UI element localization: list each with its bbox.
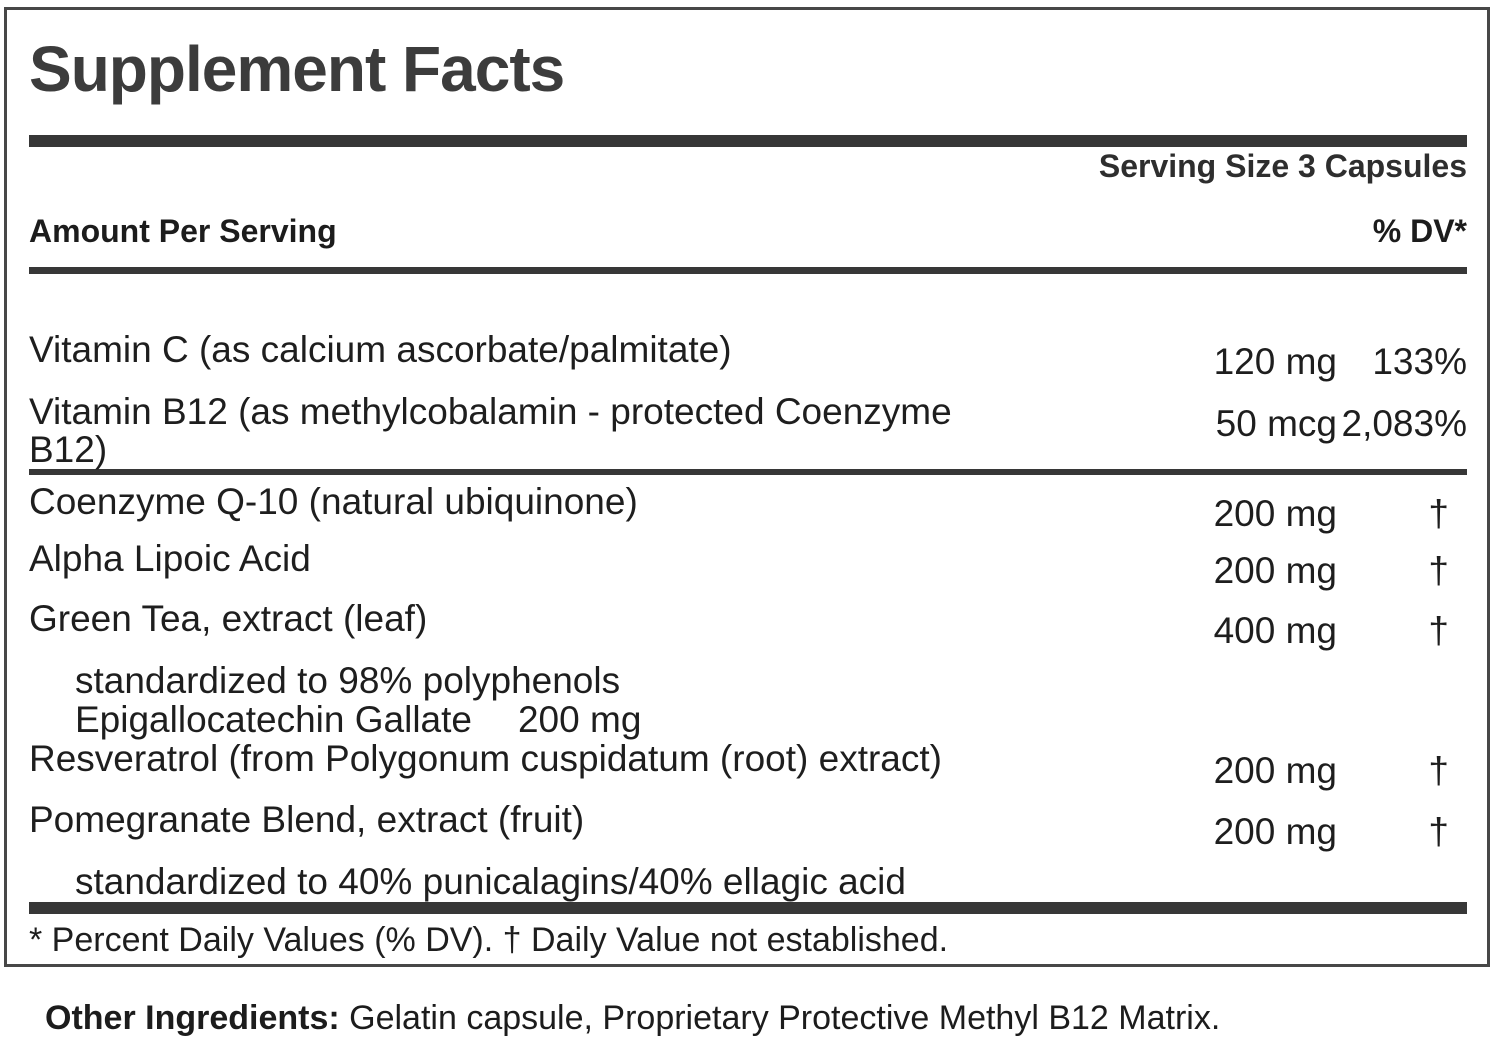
subrow-egcg: Epigallocatechin Gallate 200 mg xyxy=(29,701,1467,739)
ingredient-name: Alpha Lipoic Acid xyxy=(29,538,311,579)
table-row-pomegranate-blend: Pomegranate Blend, extract (fruit) 200 m… xyxy=(29,799,1467,851)
ingredient-amount: 50 mcg xyxy=(1215,403,1337,444)
other-ingredients-line: Other Ingredients: Gelatin capsule, Prop… xyxy=(45,998,1220,1038)
ingredient-dv-dagger: † xyxy=(1428,493,1449,534)
ingredient-dv: 2,083% xyxy=(1341,403,1468,444)
ingredient-amount: 400 mg xyxy=(1213,610,1337,651)
column-header-row: Amount Per Serving % DV* xyxy=(29,213,1467,249)
subrow-text: standardized to 98% polyphenols xyxy=(75,660,621,701)
page-title: Supplement Facts xyxy=(29,33,565,105)
other-ingredients-label: Other Ingredients: xyxy=(45,999,340,1037)
divider-after-vitamins xyxy=(29,469,1467,475)
ingredient-name: Green Tea, extract (leaf) xyxy=(29,598,428,639)
subrow-text: Epigallocatechin Gallate xyxy=(75,699,472,740)
table-row-coenzyme-q10: Coenzyme Q-10 (natural ubiquinone) 200 m… xyxy=(29,481,1467,533)
table-row-alpha-lipoic-acid: Alpha Lipoic Acid 200 mg † xyxy=(29,538,1467,590)
ingredient-amount: 200 mg xyxy=(1213,493,1337,534)
ingredient-name: Coenzyme Q-10 (natural ubiquinone) xyxy=(29,481,638,522)
supplement-facts-panel: Supplement Facts Serving Size 3 Capsules… xyxy=(4,7,1490,967)
subrow-green-tea-standardization: standardized to 98% polyphenols xyxy=(29,662,1467,700)
divider-below-headers xyxy=(29,267,1467,274)
subrow-amount: 200 mg xyxy=(517,699,642,740)
ingredient-amount: 200 mg xyxy=(1213,550,1337,591)
divider-below-title xyxy=(29,135,1467,147)
ingredient-name: Resveratrol (from Polygonum cuspidatum (… xyxy=(29,738,942,779)
table-row-vitamin-b12: Vitamin B12 (as methylcobalamin - protec… xyxy=(29,393,1467,469)
ingredient-name: Vitamin C (as calcium ascorbate/palmitat… xyxy=(29,329,732,370)
ingredient-amount: 200 mg xyxy=(1213,811,1337,852)
subrow-text: standardized to 40% punicalagins/40% ell… xyxy=(75,861,906,902)
ingredient-amount: 120 mg xyxy=(1213,341,1337,382)
table-row-green-tea: Green Tea, extract (leaf) 400 mg † xyxy=(29,598,1467,650)
percent-dv-header: % DV* xyxy=(1372,213,1467,249)
table-row-resveratrol: Resveratrol (from Polygonum cuspidatum (… xyxy=(29,738,1467,790)
divider-above-footnote xyxy=(29,902,1467,914)
ingredient-dv-dagger: † xyxy=(1428,610,1449,651)
ingredient-name: Pomegranate Blend, extract (fruit) xyxy=(29,799,585,840)
ingredient-name: Vitamin B12 (as methylcobalamin - protec… xyxy=(29,391,952,470)
ingredient-dv: 133% xyxy=(1372,341,1467,382)
table-row-vitamin-c: Vitamin C (as calcium ascorbate/palmitat… xyxy=(29,329,1467,381)
other-ingredients-text: Gelatin capsule, Proprietary Protective … xyxy=(339,999,1221,1037)
serving-size-text: Serving Size 3 Capsules xyxy=(1098,148,1467,184)
amount-per-serving-header: Amount Per Serving xyxy=(29,213,337,249)
dv-footnote: * Percent Daily Values (% DV). † Daily V… xyxy=(29,921,949,959)
ingredient-dv-dagger: † xyxy=(1428,811,1449,852)
subrow-pomegranate-standardization: standardized to 40% punicalagins/40% ell… xyxy=(29,863,1467,901)
ingredient-dv-dagger: † xyxy=(1428,750,1449,791)
ingredient-amount: 200 mg xyxy=(1213,750,1337,791)
ingredient-dv-dagger: † xyxy=(1428,550,1449,591)
